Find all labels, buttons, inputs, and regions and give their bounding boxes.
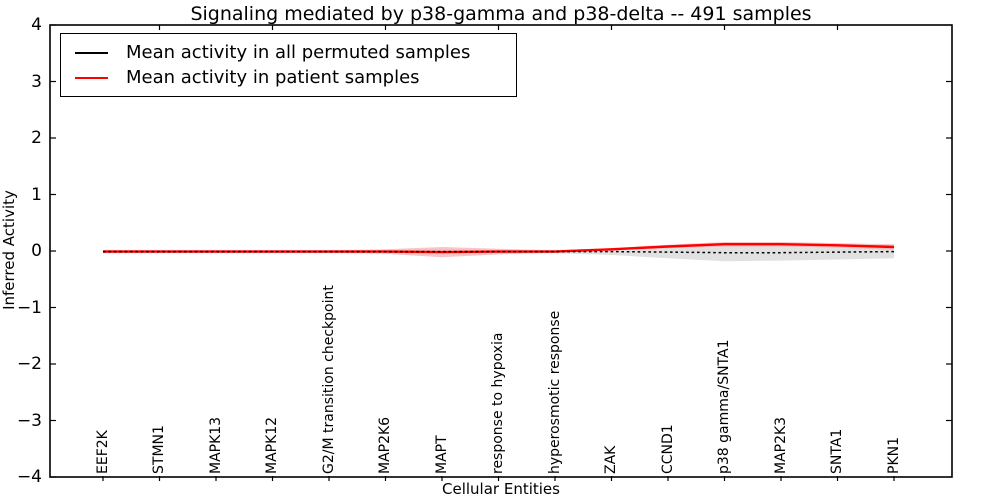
legend-item-permuted: Mean activity in all permuted samples: [61, 40, 516, 65]
y-tick-label: 0: [31, 241, 42, 261]
legend-label-patient: Mean activity in patient samples: [126, 67, 420, 88]
x-tick-label: STMN1: [151, 425, 167, 474]
patient-line-sample-icon: [75, 76, 108, 79]
y-tick-label: −3: [16, 410, 42, 431]
x-tick-label: ZAK: [603, 445, 619, 474]
x-tick-label: hyperosmotic response: [546, 310, 563, 474]
chart-title: Signaling mediated by p38-gamma and p38-…: [190, 3, 812, 25]
x-tick-label: SNTA1: [829, 428, 845, 474]
x-tick-label: MAP2K3: [772, 416, 789, 474]
y-tick-label: −4: [16, 467, 42, 487]
y-tick-label: 1: [31, 184, 42, 205]
y-tick-label: 3: [31, 71, 42, 92]
x-axis-label: Cellular Entities: [442, 480, 560, 498]
permuted-line-sample-icon: [75, 51, 108, 54]
y-tick-label: −2: [16, 354, 42, 374]
x-tick-label: p38 gamma/SNTA1: [716, 339, 732, 475]
x-tick-label: MAPK12: [264, 416, 280, 474]
x-tick-label: response to hypoxia: [490, 332, 506, 474]
x-tick-label: MAPK13: [207, 416, 224, 474]
y-tick-label: −1: [16, 297, 42, 318]
x-tick-label: PKN1: [885, 436, 902, 474]
legend-item-patient: Mean activity in patient samples: [61, 65, 516, 90]
x-tick-label: MAPT: [433, 435, 450, 474]
y-tick-label: 2: [31, 128, 42, 148]
x-tick-label: CCND1: [659, 424, 676, 474]
y-tick-label: 4: [31, 15, 42, 35]
legend: Mean activity in all permuted samples Me…: [60, 33, 517, 97]
x-tick-label: MAP2K6: [377, 416, 393, 474]
x-tick-label: EEF2K: [94, 430, 111, 474]
legend-label-permuted: Mean activity in all permuted samples: [126, 42, 471, 63]
x-tick-label: G2/M transition checkpoint: [320, 285, 337, 474]
